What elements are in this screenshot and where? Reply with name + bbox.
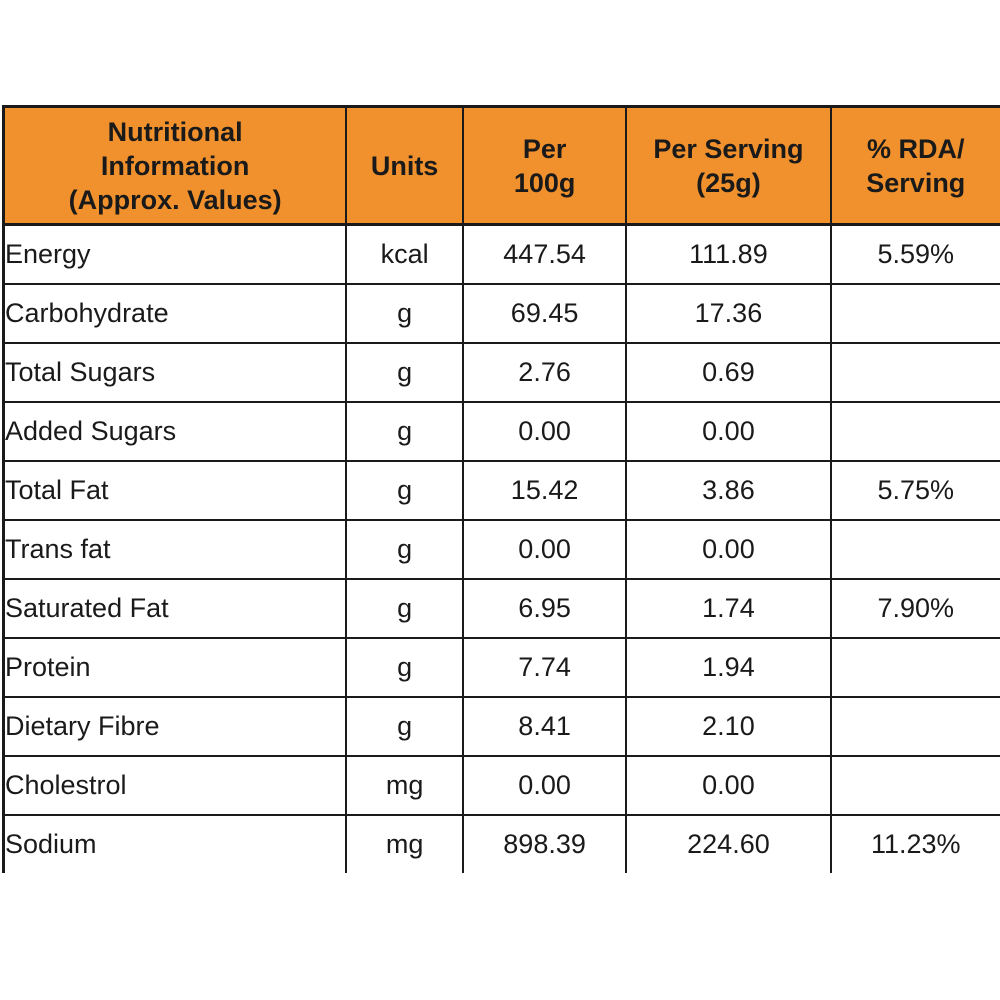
- per-serving-cell: 224.60: [625, 814, 832, 873]
- rda-cell: 5.75%: [829, 460, 1000, 521]
- per-100g-cell: 7.74: [461, 637, 628, 698]
- per-100g-cell: 6.95: [461, 578, 628, 639]
- table-header: Nutritional Information (Approx. Values)…: [2, 105, 1000, 226]
- nutrient-label-cell: Sodium: [2, 814, 348, 873]
- nutrient-label-cell: Trans fat: [2, 519, 348, 580]
- per-serving-cell: 17.36: [625, 283, 832, 344]
- rda-cell: 7.90%: [829, 578, 1000, 639]
- table-row: Protein g 7.74 1.94: [2, 637, 1000, 698]
- per-serving-cell: 1.94: [625, 637, 832, 698]
- nutrition-table: Nutritional Information (Approx. Values)…: [2, 105, 1000, 873]
- per-serving-cell: 111.89: [625, 223, 832, 285]
- table-row: Saturated Fat g 6.95 1.74 7.90%: [2, 578, 1000, 639]
- nutrient-label-cell: Energy: [2, 223, 348, 285]
- table-row: Total Fat g 15.42 3.86 5.75%: [2, 460, 1000, 521]
- table-row: Dietary Fibre g 8.41 2.10: [2, 696, 1000, 757]
- table-row: Total Sugars g 2.76 0.69: [2, 342, 1000, 403]
- nutrient-label-cell: Added Sugars: [2, 401, 348, 462]
- rda-cell: [829, 342, 1000, 403]
- rda-cell: [829, 519, 1000, 580]
- per-serving-cell: 2.10: [625, 696, 832, 757]
- per-serving-cell: 0.00: [625, 755, 832, 816]
- rda-cell: [829, 283, 1000, 344]
- rda-cell: [829, 755, 1000, 816]
- rda-cell: 11.23%: [829, 814, 1000, 873]
- per-100g-cell: 15.42: [461, 460, 628, 521]
- per-100g-cell: 447.54: [461, 223, 628, 285]
- units-cell: g: [345, 519, 464, 580]
- table-row: Added Sugars g 0.00 0.00: [2, 401, 1000, 462]
- header-cell-per-serving: Per Serving (25g): [625, 105, 832, 226]
- per-100g-cell: 0.00: [461, 755, 628, 816]
- per-serving-cell: 0.00: [625, 401, 832, 462]
- per-100g-cell: 0.00: [461, 401, 628, 462]
- units-cell: g: [345, 696, 464, 757]
- rda-cell: [829, 637, 1000, 698]
- nutrient-label-cell: Cholestrol: [2, 755, 348, 816]
- table-row: Trans fat g 0.00 0.00: [2, 519, 1000, 580]
- units-cell: g: [345, 460, 464, 521]
- table-row: Sodium mg 898.39 224.60 11.23%: [2, 814, 1000, 873]
- units-cell: g: [345, 401, 464, 462]
- nutrient-label-cell: Total Fat: [2, 460, 348, 521]
- units-cell: mg: [345, 755, 464, 816]
- per-serving-cell: 0.69: [625, 342, 832, 403]
- table-row: Cholestrol mg 0.00 0.00: [2, 755, 1000, 816]
- rda-cell: 5.59%: [829, 223, 1000, 285]
- nutrient-label-cell: Carbohydrate: [2, 283, 348, 344]
- per-serving-cell: 1.74: [625, 578, 832, 639]
- per-100g-cell: 8.41: [461, 696, 628, 757]
- header-cell-nutrient: Nutritional Information (Approx. Values): [2, 105, 348, 226]
- units-cell: g: [345, 637, 464, 698]
- nutrient-label-cell: Protein: [2, 637, 348, 698]
- table-body: Energy kcal 447.54 111.89 5.59% Carbohyd…: [2, 223, 1000, 873]
- per-100g-cell: 69.45: [461, 283, 628, 344]
- header-cell-units: Units: [345, 105, 464, 226]
- per-serving-cell: 3.86: [625, 460, 832, 521]
- units-cell: g: [345, 283, 464, 344]
- per-100g-cell: 2.76: [461, 342, 628, 403]
- per-100g-cell: 0.00: [461, 519, 628, 580]
- units-cell: mg: [345, 814, 464, 873]
- header-row: Nutritional Information (Approx. Values)…: [2, 105, 1000, 226]
- nutrient-label-cell: Dietary Fibre: [2, 696, 348, 757]
- header-cell-per-100g: Per 100g: [461, 105, 628, 226]
- header-cell-rda: % RDA/ Serving: [829, 105, 1000, 226]
- table-row: Carbohydrate g 69.45 17.36: [2, 283, 1000, 344]
- per-100g-cell: 898.39: [461, 814, 628, 873]
- units-cell: g: [345, 342, 464, 403]
- nutrient-label-cell: Total Sugars: [2, 342, 348, 403]
- units-cell: g: [345, 578, 464, 639]
- table-row: Energy kcal 447.54 111.89 5.59%: [2, 223, 1000, 285]
- per-serving-cell: 0.00: [625, 519, 832, 580]
- nutrient-label-cell: Saturated Fat: [2, 578, 348, 639]
- rda-cell: [829, 401, 1000, 462]
- rda-cell: [829, 696, 1000, 757]
- units-cell: kcal: [345, 223, 464, 285]
